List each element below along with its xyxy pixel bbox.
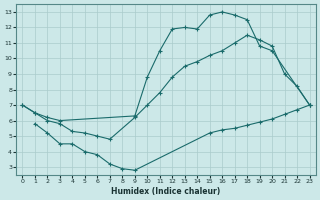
X-axis label: Humidex (Indice chaleur): Humidex (Indice chaleur) <box>111 187 221 196</box>
